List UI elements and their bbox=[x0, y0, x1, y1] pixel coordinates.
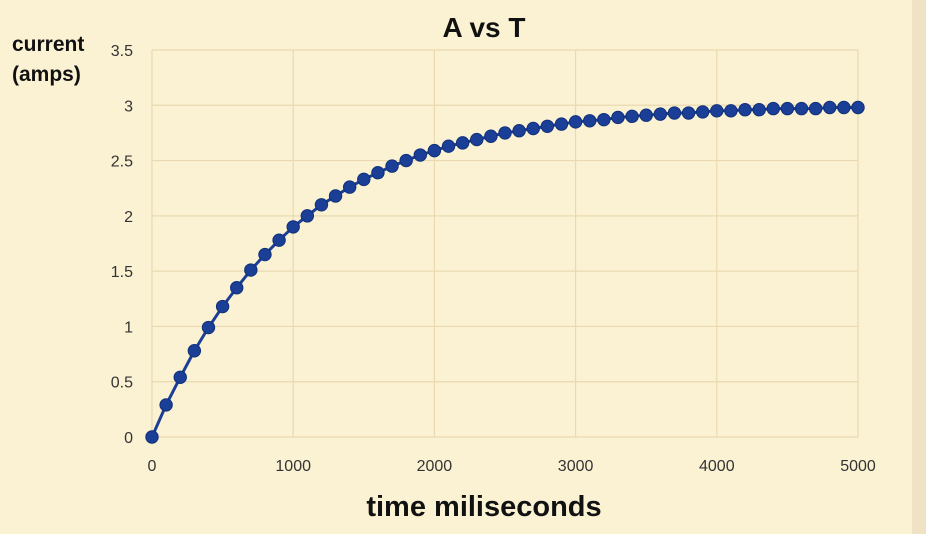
y-axis-tick-labels: 0 0.5 1 1.5 2 2.5 3 3.5 bbox=[111, 43, 133, 447]
data-point bbox=[780, 101, 795, 116]
x-tick-label: 1000 bbox=[275, 458, 311, 475]
data-point bbox=[413, 148, 427, 162]
data-point bbox=[300, 209, 315, 223]
data-point bbox=[851, 100, 865, 115]
data-point bbox=[357, 172, 371, 187]
data-point bbox=[244, 263, 258, 277]
data-point bbox=[187, 344, 202, 358]
x-tick-label: 4000 bbox=[699, 458, 735, 475]
chart-title: A vs T bbox=[443, 12, 526, 43]
data-point bbox=[597, 112, 611, 127]
data-point bbox=[258, 247, 272, 262]
data-point bbox=[653, 107, 668, 121]
data-point bbox=[794, 101, 809, 116]
data-point bbox=[272, 233, 286, 247]
data-point bbox=[427, 143, 442, 158]
x-tick-label: 5000 bbox=[840, 458, 876, 475]
data-point bbox=[470, 132, 484, 147]
data-point bbox=[286, 220, 300, 234]
data-point bbox=[724, 104, 738, 118]
grid-lines bbox=[151, 49, 859, 438]
data-point bbox=[145, 430, 159, 444]
data-point bbox=[710, 104, 724, 118]
data-point bbox=[201, 320, 216, 335]
data-point bbox=[837, 100, 851, 115]
x-axis-title: time miliseconds bbox=[366, 491, 601, 523]
data-point bbox=[568, 115, 583, 129]
data-point bbox=[173, 370, 187, 384]
data-point bbox=[159, 398, 173, 412]
y-axis-title-line-2: (amps) bbox=[12, 63, 81, 86]
y-tick-label: 2 bbox=[124, 209, 133, 226]
y-tick-label: 1 bbox=[124, 319, 133, 336]
x-tick-label: 3000 bbox=[558, 458, 594, 475]
y-tick-label: 0 bbox=[124, 430, 133, 447]
data-point bbox=[399, 153, 413, 168]
y-tick-label: 3 bbox=[124, 98, 133, 115]
data-point bbox=[625, 109, 639, 124]
data-point bbox=[498, 126, 512, 140]
x-tick-label: 2000 bbox=[417, 458, 453, 475]
data-point bbox=[540, 119, 555, 133]
x-tick-label: 0 bbox=[148, 458, 157, 475]
page-edge-strip bbox=[912, 0, 926, 534]
data-point bbox=[526, 121, 540, 136]
data-point bbox=[441, 139, 456, 153]
x-axis-tick-labels: 0 1000 2000 3000 4000 5000 bbox=[148, 458, 876, 475]
data-point bbox=[808, 101, 823, 116]
data-point bbox=[512, 124, 526, 138]
y-tick-label: 2.5 bbox=[111, 154, 133, 171]
y-tick-label: 1.5 bbox=[111, 264, 133, 281]
y-axis-title-line-1: current bbox=[12, 33, 84, 56]
data-point bbox=[752, 103, 766, 117]
data-point bbox=[484, 129, 498, 143]
data-point bbox=[681, 106, 696, 120]
y-tick-label: 0.5 bbox=[111, 375, 133, 392]
series-group bbox=[145, 100, 865, 444]
data-point bbox=[455, 136, 470, 150]
data-point bbox=[667, 106, 682, 120]
data-point bbox=[230, 281, 244, 295]
data-point bbox=[371, 166, 385, 180]
data-point bbox=[554, 117, 569, 131]
data-point bbox=[611, 110, 625, 125]
data-point bbox=[314, 198, 329, 212]
data-point bbox=[738, 103, 752, 117]
data-point bbox=[583, 114, 597, 128]
data-point bbox=[385, 159, 399, 173]
y-tick-label: 3.5 bbox=[111, 43, 133, 60]
data-point bbox=[766, 101, 780, 116]
data-point bbox=[342, 180, 357, 194]
data-point bbox=[215, 299, 230, 314]
data-point bbox=[328, 189, 343, 203]
data-point bbox=[823, 100, 837, 115]
data-point bbox=[639, 108, 653, 122]
data-point bbox=[695, 105, 710, 119]
